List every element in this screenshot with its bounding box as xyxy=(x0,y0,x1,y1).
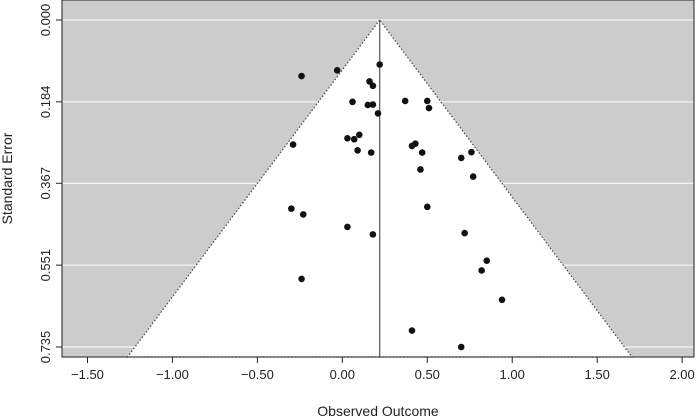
data-point xyxy=(299,211,307,218)
data-points xyxy=(288,61,506,351)
x-axis-title: Observed Outcome xyxy=(317,403,439,419)
data-point xyxy=(333,66,341,74)
data-point xyxy=(425,104,433,112)
data-point xyxy=(344,223,351,231)
data-point xyxy=(356,131,363,139)
x-tick-label: 2.00 xyxy=(669,367,694,382)
y-tick-label: 0.184 xyxy=(38,86,53,119)
x-tick-label: 0.00 xyxy=(330,367,355,382)
data-point xyxy=(468,148,475,156)
data-point xyxy=(401,97,409,105)
y-axis: 0.000 0.184 0.367 0.551 0.735 xyxy=(38,4,62,364)
data-point xyxy=(298,275,305,283)
x-axis: −1.50 −1.00 −0.50 0.00 0.50 1.00 1.50 2.00 xyxy=(71,357,695,382)
x-tick-label: 1.50 xyxy=(585,367,610,382)
y-tick-label: 0.735 xyxy=(38,331,53,364)
data-point xyxy=(457,343,465,351)
data-point xyxy=(344,135,351,142)
y-axis-title: Standard Error xyxy=(0,132,15,224)
data-point xyxy=(418,149,426,156)
data-point xyxy=(374,110,382,117)
data-point xyxy=(461,229,468,237)
data-point xyxy=(408,327,416,334)
y-tick-label: 0.551 xyxy=(38,249,53,282)
data-point xyxy=(369,231,377,238)
data-point xyxy=(498,296,506,304)
data-point xyxy=(289,141,297,148)
data-point xyxy=(423,203,431,211)
y-tick-label: 0.000 xyxy=(38,4,53,37)
y-tick-label: 0.367 xyxy=(38,167,53,200)
data-point xyxy=(376,61,383,68)
x-tick-label: 1.00 xyxy=(500,367,525,382)
data-point xyxy=(364,101,372,109)
x-tick-label: −0.50 xyxy=(241,367,274,382)
data-point xyxy=(369,82,377,90)
data-point xyxy=(423,97,431,105)
data-point xyxy=(369,101,377,108)
data-point xyxy=(288,205,295,212)
data-point xyxy=(298,72,305,80)
data-point xyxy=(457,154,465,162)
plot-border xyxy=(61,0,695,358)
data-point xyxy=(354,147,361,154)
x-tick-label: −1.00 xyxy=(156,367,189,382)
data-point xyxy=(408,142,416,150)
data-point xyxy=(349,98,356,106)
data-point xyxy=(350,135,358,143)
x-tick-label: 0.50 xyxy=(415,367,440,382)
data-point xyxy=(478,267,485,274)
data-point xyxy=(483,257,491,264)
data-point xyxy=(367,149,375,156)
x-tick-label: −1.50 xyxy=(71,367,104,382)
data-point xyxy=(469,173,477,180)
data-point xyxy=(417,166,424,173)
